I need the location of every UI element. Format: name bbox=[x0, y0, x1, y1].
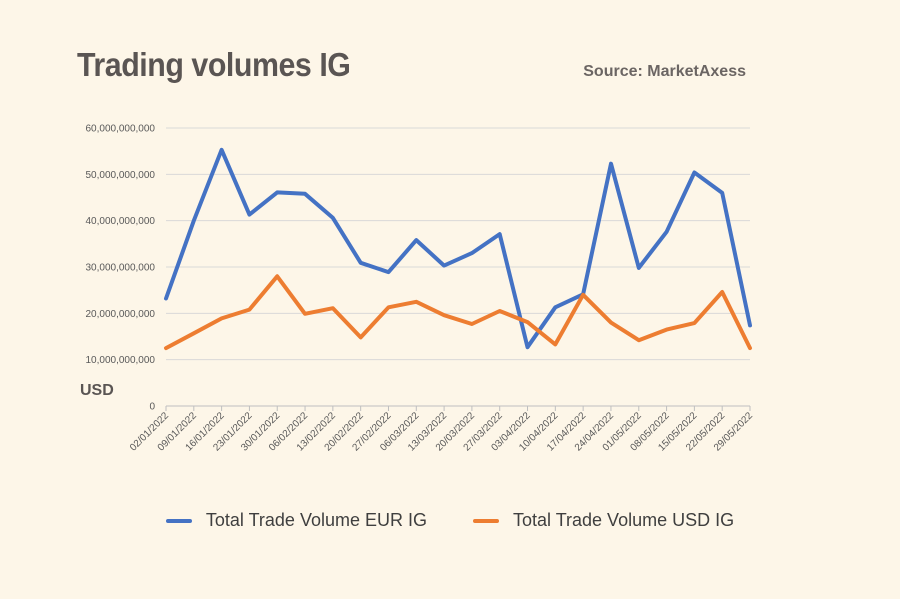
legend-swatch-usd bbox=[473, 518, 499, 523]
y-tick-label: 10,000,000,000 bbox=[85, 355, 155, 366]
y-tick-label: 40,000,000,000 bbox=[85, 216, 155, 227]
legend-label-usd: Total Trade Volume USD IG bbox=[513, 510, 735, 530]
legend-item-eur: Total Trade Volume EUR IG bbox=[165, 510, 427, 531]
y-tick-label: 60,000,000,000 bbox=[85, 124, 155, 135]
y-tick-label: 0 bbox=[149, 402, 155, 413]
series-line-eur bbox=[164, 147, 752, 350]
y-tick-label: 50,000,000,000 bbox=[85, 170, 155, 181]
series-line-usd bbox=[164, 274, 752, 351]
source-label: Source: MarketAxess bbox=[583, 63, 746, 80]
legend: Total Trade Volume EUR IG Total Trade Vo… bbox=[0, 510, 900, 531]
legend-item-usd: Total Trade Volume USD IG bbox=[473, 510, 734, 531]
y-axis-unit-label: USD bbox=[80, 382, 114, 399]
legend-swatch-eur bbox=[165, 518, 192, 523]
chart-title: Trading volumes IG bbox=[77, 46, 351, 83]
legend-label-eur: Total Trade Volume EUR IG bbox=[205, 510, 427, 530]
y-tick-label: 20,000,000,000 bbox=[85, 309, 155, 320]
y-tick-label: 30,000,000,000 bbox=[85, 263, 155, 274]
